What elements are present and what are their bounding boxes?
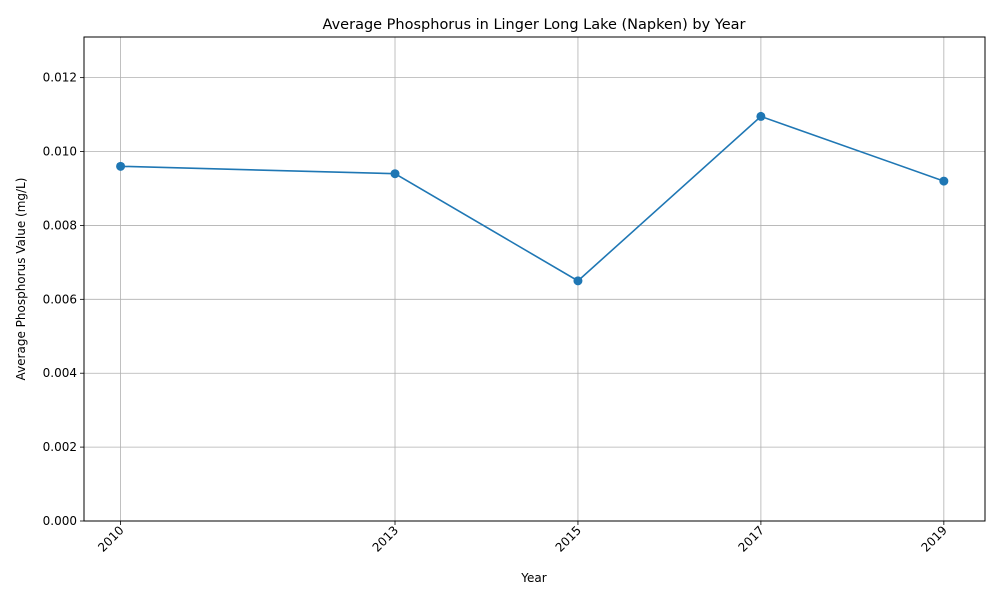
- grid: [84, 37, 985, 522]
- y-tick-label: 0.010: [43, 145, 77, 159]
- y-axis-label: Average Phosphorus Value (mg/L): [14, 178, 28, 381]
- plot-frame: [83, 36, 986, 522]
- y-tick-label: 0.004: [43, 366, 77, 380]
- y-tick-label: 0.000: [43, 514, 77, 528]
- data-point: [390, 169, 400, 179]
- y-tick-label: 0.008: [43, 218, 77, 232]
- x-axis-label: Year: [520, 571, 546, 585]
- ticks: 2010 2013 2015 2017 2019 0.000 0.002 0.004 0.006…: [43, 71, 950, 555]
- data-point: [756, 111, 766, 121]
- x-tick-label: 2010: [95, 523, 126, 554]
- x-tick-label: 2019: [918, 523, 949, 554]
- y-tick-label: 0.012: [43, 71, 77, 85]
- x-tick-label: 2015: [553, 523, 584, 554]
- data-point: [116, 161, 126, 171]
- series-layer: [116, 111, 949, 286]
- x-tick-label: 2017: [736, 523, 767, 554]
- data-point: [939, 176, 949, 186]
- chart-title: Average Phosphorus in Linger Long Lake (…: [323, 17, 746, 33]
- data-point: [573, 276, 583, 286]
- y-tick-label: 0.002: [43, 440, 77, 454]
- y-tick-label: 0.006: [43, 292, 77, 306]
- series-line: [120, 115, 945, 282]
- x-tick-label: 2013: [370, 523, 401, 554]
